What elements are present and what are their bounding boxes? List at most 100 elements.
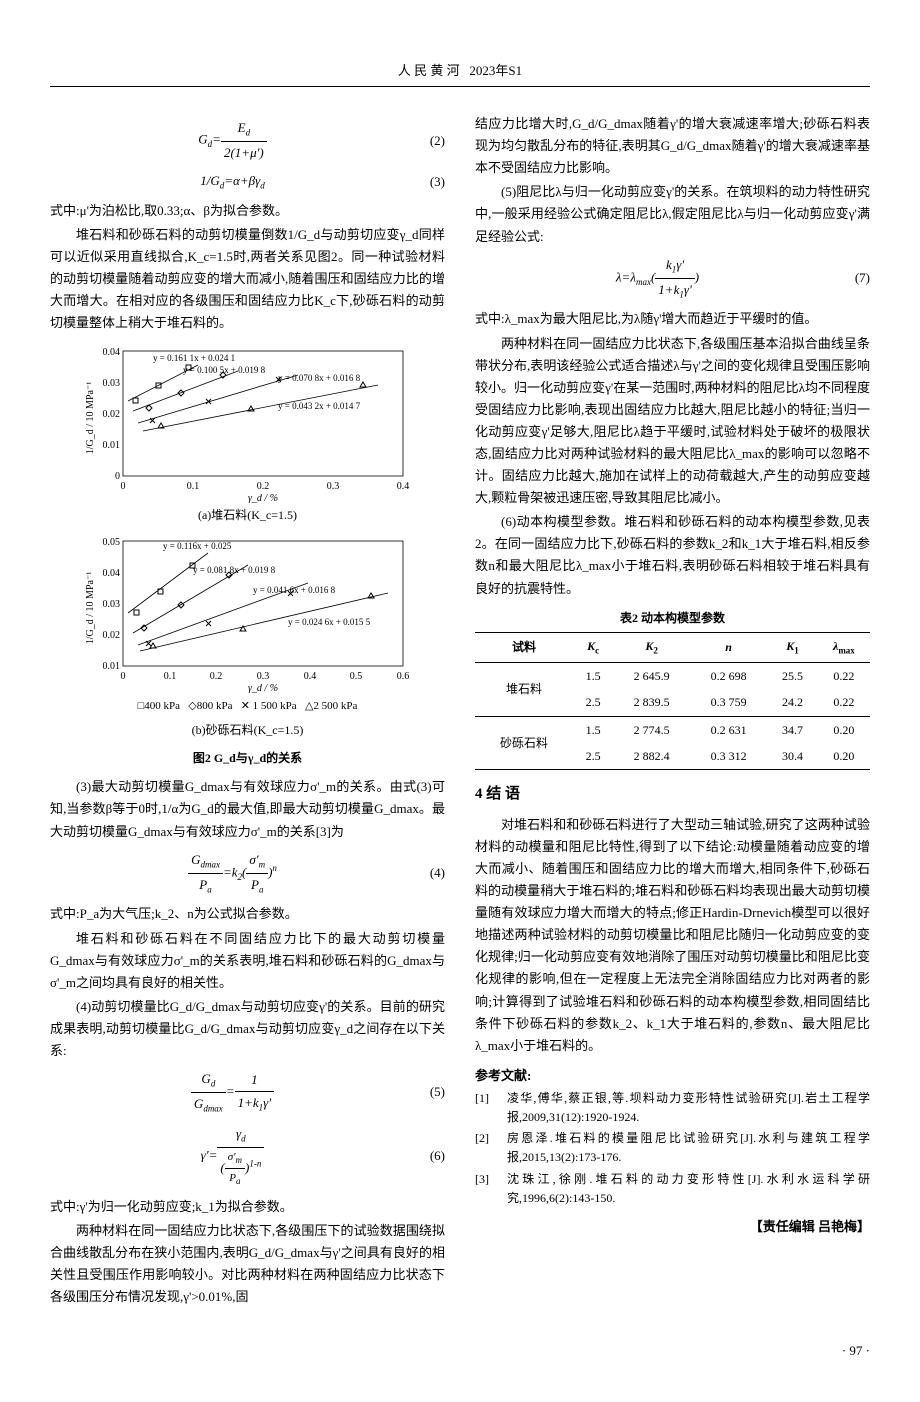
eq3-num: (3) <box>415 171 445 193</box>
para-left-5: 两种材料在同一固结应力比状态下,各级围压下的试验数据围绕拟合曲线散乱分布在狭小范… <box>50 1220 445 1308</box>
ref-2: [2] 房恩泽.堆石料的模量阻尼比试验研究[J].水利与建筑工程学报,2015,… <box>475 1129 870 1167</box>
cell: 0.3 759 <box>690 689 767 716</box>
svg-text:0.1: 0.1 <box>163 671 176 682</box>
svg-text:y = 0.070 8x + 0.016 8: y = 0.070 8x + 0.016 8 <box>278 373 361 383</box>
svg-text:0.04: 0.04 <box>102 347 120 358</box>
para-left-3: 堆石料和砂砾石料在不同固结应力比下的最大动剪切模量G_dmax与有效球应力σ'_… <box>50 928 445 994</box>
header-rule <box>50 86 870 87</box>
para-right-2: (5)阻尼比λ与归一化动剪应变γ'的关系。在筑坝料的动力特性研究中,一般采用经验… <box>475 181 870 247</box>
th-3: n <box>690 633 767 663</box>
svg-text:0: 0 <box>115 471 120 482</box>
svg-text:0.2: 0.2 <box>256 481 269 492</box>
svg-text:γ_d / %: γ_d / % <box>247 493 277 503</box>
cell: 1.5 <box>573 662 613 689</box>
para-left-1: 堆石料和砂砾石料的动剪切模量倒数1/G_d与动剪切应变γ_d同样可以近似采用直线… <box>50 224 445 334</box>
figure-2-legend: □400 kPa ◇800 kPa ✕ 1 500 kPa △2 500 kPa <box>50 697 445 716</box>
ref-num: [3] <box>475 1170 507 1208</box>
para-right-4: (6)动本构模型参数。堆石料和砂砾石料的动本构模型参数,见表2。在同一固结应力比… <box>475 511 870 599</box>
chart-a-caption: (a)堆石料(K_c=1.5) <box>50 505 445 525</box>
svg-text:y = 0.161 1x + 0.024 1: y = 0.161 1x + 0.024 1 <box>153 353 235 363</box>
section-4-title: 4 结 语 <box>475 782 870 808</box>
th-0: 试料 <box>475 633 573 663</box>
svg-text:y = 0.043 2x + 0.014 7: y = 0.043 2x + 0.014 7 <box>278 401 361 411</box>
svg-text:0.02: 0.02 <box>102 409 120 420</box>
table-2-title: 表2 动本构模型参数 <box>475 608 870 628</box>
th-4: K1 <box>767 633 818 663</box>
svg-text:y = 0.116x + 0.025: y = 0.116x + 0.025 <box>163 541 232 551</box>
cell: 25.5 <box>767 662 818 689</box>
svg-text:0.4: 0.4 <box>396 481 409 492</box>
svg-text:0.03: 0.03 <box>102 378 120 389</box>
references-title: 参考文献: <box>475 1065 870 1087</box>
cell: 0.3 312 <box>690 743 767 770</box>
cell: 砂砾石料 <box>475 716 573 770</box>
table-2-body: 堆石料 1.5 2 645.9 0.2 698 25.5 0.22 2.5 2 … <box>475 662 870 770</box>
cell: 0.22 <box>818 689 870 716</box>
eq6-note: 式中:γ'为归一化动剪应变;k_1为拟合参数。 <box>50 1196 445 1218</box>
svg-text:0.1: 0.1 <box>186 481 199 492</box>
svg-text:y = 0.100 5x + 0.019 8: y = 0.100 5x + 0.019 8 <box>183 365 266 375</box>
ref-num: [1] <box>475 1089 507 1127</box>
chart-a-svg: 0 0.01 0.02 0.03 0.04 0 0.1 0.2 0.3 0.4 … <box>78 343 418 503</box>
cell: 堆石料 <box>475 662 573 716</box>
svg-text:y = 0.024 6x + 0.015 5: y = 0.024 6x + 0.015 5 <box>288 617 371 627</box>
figure-2-title: 图2 G_d与γ_d的关系 <box>50 748 445 768</box>
eq7-num: (7) <box>840 267 870 289</box>
equation-7: λ=λmax(k1γ'1+k1γ') (7) <box>475 254 870 303</box>
svg-text:0.01: 0.01 <box>102 440 120 451</box>
figure-2b: 0.01 0.02 0.03 0.04 0.05 00.10.2 0.30.40… <box>50 533 445 740</box>
left-column: Gd=Ed2(1+μ') (2) 1/Gd=α+βγd (3) 式中:μ'为泊松… <box>50 111 445 1310</box>
ref-text: 凌华,傅华,蔡正银,等.坝料动力变形特性试验研究[J].岩土工程学报,2009,… <box>507 1089 870 1127</box>
para-left-2: (3)最大动剪切模量G_dmax与有效球应力σ'_m的关系。由式(3)可知,当参… <box>50 776 445 842</box>
th-2: K2 <box>613 633 690 663</box>
th-5: λmax <box>818 633 870 663</box>
eq4-note: 式中:P_a为大气压;k_2、n为公式拟合参数。 <box>50 903 445 925</box>
eq6-formula: γ'=γd(σ'mPa)1-n <box>50 1123 415 1190</box>
equation-4: GdmaxPa=k2(σ'mPa)n (4) <box>50 849 445 898</box>
page-number: · 97 · <box>50 1340 870 1362</box>
svg-text:y = 0.081 8x + 0.019 8: y = 0.081 8x + 0.019 8 <box>193 565 276 575</box>
svg-text:0.02: 0.02 <box>102 630 120 641</box>
ref-text: 沈珠江,徐刚.堆石料的动力变形特性[J].水利水运科学研究,1996,6(2):… <box>507 1170 870 1208</box>
legend-1500: ✕ 1 500 kPa <box>241 700 297 712</box>
legend-2500: △2 500 kPa <box>305 700 357 712</box>
eq6-num: (6) <box>415 1145 445 1167</box>
cell: 0.20 <box>818 743 870 770</box>
svg-text:1/G_d / 10 MPa⁻¹: 1/G_d / 10 MPa⁻¹ <box>85 572 96 644</box>
equation-5: GdGdmax=11+k1γ' (5) <box>50 1068 445 1117</box>
th-1: Kc <box>573 633 613 663</box>
two-column-layout: Gd=Ed2(1+μ') (2) 1/Gd=α+βγd (3) 式中:μ'为泊松… <box>50 111 870 1310</box>
svg-text:0.2: 0.2 <box>209 671 222 682</box>
cell: 2.5 <box>573 689 613 716</box>
eq7-formula: λ=λmax(k1γ'1+k1γ') <box>475 254 840 303</box>
chart-b-svg: 0.01 0.02 0.03 0.04 0.05 00.10.2 0.30.40… <box>78 533 418 693</box>
eq5-num: (5) <box>415 1081 445 1103</box>
page-header: 人 民 黄 河 2023年S1 <box>50 60 870 91</box>
svg-text:0.6: 0.6 <box>396 671 409 682</box>
svg-text:0: 0 <box>120 671 125 682</box>
svg-text:0.4: 0.4 <box>303 671 316 682</box>
cell: 0.22 <box>818 662 870 689</box>
legend-400: □400 kPa <box>138 700 180 712</box>
svg-text:y = 0.041 6x + 0.016 8: y = 0.041 6x + 0.016 8 <box>253 585 336 595</box>
eq3-formula: 1/Gd=α+βγd <box>50 170 415 194</box>
issue: 2023年S1 <box>469 63 522 78</box>
svg-text:0: 0 <box>120 481 125 492</box>
cell: 2 839.5 <box>613 689 690 716</box>
svg-text:0.5: 0.5 <box>349 671 362 682</box>
svg-text:0.3: 0.3 <box>326 481 339 492</box>
para-left-4: (4)动剪切模量比G_d/G_dmax与动剪切应变γ'的关系。目前的研究成果表明… <box>50 996 445 1062</box>
cell: 2 882.4 <box>613 743 690 770</box>
ref-text: 房恩泽.堆石料的模量阻尼比试验研究[J].水利与建筑工程学报,2015,13(2… <box>507 1129 870 1167</box>
svg-text:0.01: 0.01 <box>102 661 120 672</box>
eq-note-1: 式中:μ'为泊松比,取0.33;α、β为拟合参数。 <box>50 200 445 222</box>
svg-text:0.04: 0.04 <box>102 568 120 579</box>
cell: 34.7 <box>767 716 818 743</box>
cell: 30.4 <box>767 743 818 770</box>
cell: 0.2 698 <box>690 662 767 689</box>
cell: 2 774.5 <box>613 716 690 743</box>
ref-1: [1] 凌华,傅华,蔡正银,等.坝料动力变形特性试验研究[J].岩土工程学报,2… <box>475 1089 870 1127</box>
eq4-num: (4) <box>415 862 445 884</box>
svg-text:0.03: 0.03 <box>102 599 120 610</box>
chart-b-caption: (b)砂砾石料(K_c=1.5) <box>50 720 445 740</box>
